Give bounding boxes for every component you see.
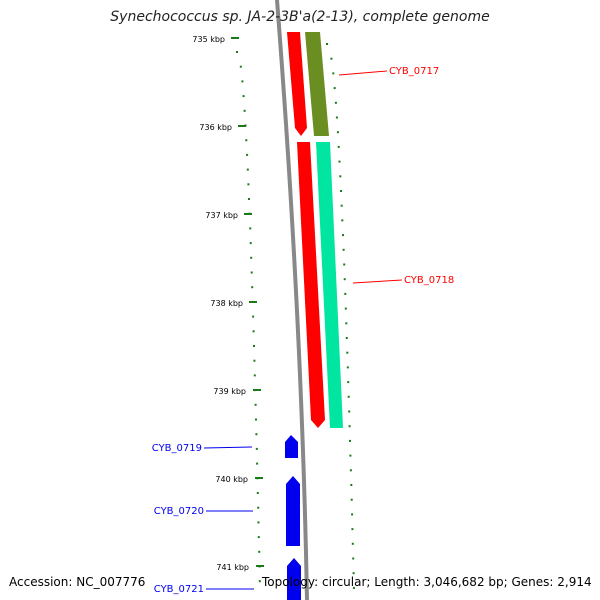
gene-CYB_0718[interactable] <box>297 142 343 428</box>
outer-tick-marks <box>326 43 355 589</box>
gene-bar-CYB_0720[interactable] <box>286 476 300 546</box>
gene-bar-CYB_0719[interactable] <box>285 435 298 458</box>
scale-label-739: 739 kbp <box>213 387 246 396</box>
scale-label-741: 741 kbp <box>216 563 249 572</box>
gene-label-CYB_0717[interactable]: CYB_0717 <box>389 66 439 77</box>
genome-title: Synechococcus sp. JA-2-3B'a(2-13), compl… <box>110 9 490 25</box>
accession-text: Accession: NC_007776 <box>9 575 146 589</box>
gene-bar-CYB_0721[interactable] <box>287 558 301 600</box>
scale-label-735: 735 kbp <box>192 35 225 44</box>
leader-line-CYB_0719 <box>203 446 253 449</box>
leader-line-CYB_0718 <box>352 279 403 284</box>
genome-backbone <box>275 0 309 600</box>
gene-label-CYB_0721[interactable]: CYB_0721 <box>154 584 204 595</box>
scale-label-737: 737 kbp <box>205 211 238 220</box>
scale-axis: 735 kbp 736 kbp 737 kbp 738 kbp 739 kbp … <box>192 35 264 572</box>
topology-text: Topology: circular; Length: 3,046,682 bp… <box>262 575 592 589</box>
gene-bar-CYB_0717-companion[interactable] <box>305 32 329 136</box>
gene-label-CYB_0718[interactable]: CYB_0718 <box>404 275 454 286</box>
gene-label-CYB_0719[interactable]: CYB_0719 <box>152 443 202 454</box>
scale-label-740: 740 kbp <box>215 475 248 484</box>
gene-label-CYB_0720[interactable]: CYB_0720 <box>154 506 204 517</box>
gene-bar-CYB_0718-companion[interactable] <box>316 142 343 428</box>
inner-tick-marks <box>236 51 261 583</box>
scale-label-738: 738 kbp <box>210 299 243 308</box>
gene-bar-CYB_0718[interactable] <box>297 142 325 428</box>
scale-label-736: 736 kbp <box>199 123 232 132</box>
gene-bar-CYB_0717[interactable] <box>287 32 307 136</box>
gene-CYB_0717[interactable] <box>287 32 329 136</box>
leader-line-CYB_0717 <box>338 70 388 76</box>
